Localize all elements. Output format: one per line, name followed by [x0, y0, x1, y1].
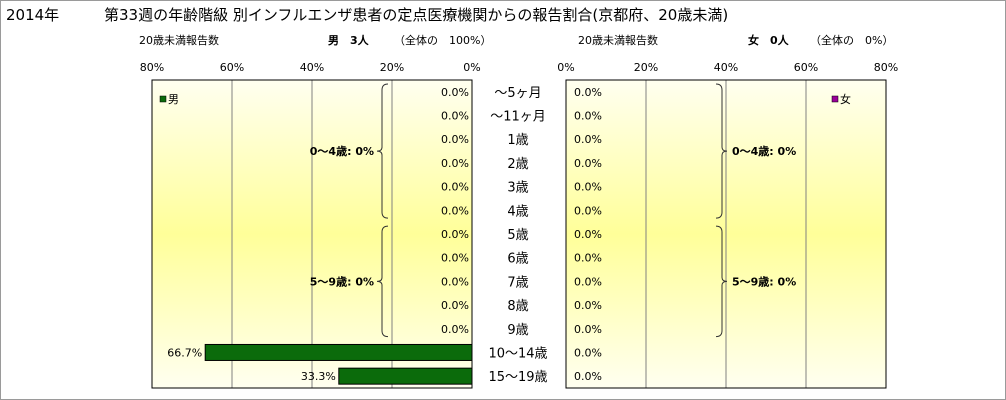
male-value-label: 0.0%: [441, 204, 469, 217]
male-tick-label: 40%: [300, 61, 324, 74]
female-value-label: 0.0%: [574, 157, 602, 170]
female-value-label: 0.0%: [574, 228, 602, 241]
male-value-label: 0.0%: [441, 110, 469, 123]
age-category-label: 4歳: [507, 204, 528, 219]
age-category-label: 1歳: [507, 133, 528, 148]
female-bracket-label: 0〜4歳: 0%: [732, 144, 796, 158]
female-plot-border: [565, 79, 887, 389]
male-value-label: 0.0%: [441, 252, 469, 265]
male-tick-label: 0%: [463, 61, 480, 74]
left-header-summary: 男 3人: [328, 33, 370, 47]
female-tick-label: 20%: [634, 61, 658, 74]
right-header-summary: 女 0人: [748, 33, 790, 47]
male-plot-border: [151, 79, 473, 389]
male-bar: [204, 343, 473, 361]
left-header-caption: 20歳未満報告数: [139, 34, 219, 47]
female-value-label: 0.0%: [574, 323, 602, 336]
male-value-label: 0.0%: [441, 275, 469, 288]
female-value-label: 0.0%: [574, 133, 602, 146]
female-value-label: 0.0%: [574, 181, 602, 194]
female-value-label: 0.0%: [574, 346, 602, 359]
age-category-label: 6歳: [507, 252, 528, 267]
male-tick-label: 80%: [140, 61, 164, 74]
male-legend-label: 男: [168, 93, 179, 106]
female-tick-label: 60%: [794, 61, 818, 74]
age-category-label: 9歳: [507, 323, 528, 338]
age-category-label: 2歳: [507, 157, 528, 172]
age-category-label: 5歳: [507, 228, 528, 243]
female-value-label: 0.0%: [574, 275, 602, 288]
age-category-label: 8歳: [507, 299, 528, 314]
age-category-label: 3歳: [507, 181, 528, 196]
female-tick-label: 40%: [714, 61, 738, 74]
female-value-label: 0.0%: [574, 204, 602, 217]
male-value-label: 0.0%: [441, 157, 469, 170]
year-title: 2014年: [6, 6, 59, 24]
age-category-labels: 〜5ヶ月〜11ヶ月 1歳 2歳 3歳 4歳 5歳 6歳 7歳 8歳 9歳 10〜14歳 15〜19歳: [488, 86, 547, 385]
female-value-label: 0.0%: [574, 110, 602, 123]
male-value-label: 0.0%: [441, 181, 469, 194]
female-tick-label: 80%: [874, 61, 898, 74]
male-value-label: 0.0%: [441, 228, 469, 241]
male-age-bracket: [376, 83, 389, 219]
female-tick-label: 0%: [557, 61, 574, 74]
male-panel: 80% 60% 40% 20% 0% 0.0% 0.0% 0.0% 0.0% 0.0% 0.0% 0.…: [140, 61, 481, 389]
right-header-caption: 20歳未満報告数: [578, 34, 658, 47]
chart-title: 第33週の年齢階級 別インフルエンザ患者の定点医療機関からの報告割合(京都府、2…: [104, 6, 728, 24]
age-category-label: 7歳: [507, 275, 528, 290]
female-age-bracket: [715, 83, 728, 219]
female-panel: 0% 20% 40% 60% 80% 0.0% 0.0% 0.0% 0.0% 0.0% 0.0% 0.…: [557, 61, 898, 389]
age-category-label: 〜5ヶ月: [494, 86, 541, 101]
left-header-note: （全体の 100%）: [394, 33, 491, 47]
female-value-label: 0.0%: [574, 252, 602, 265]
male-value-label: 0.0%: [441, 299, 469, 312]
male-bar: [338, 367, 473, 385]
male-tick-label: 60%: [220, 61, 244, 74]
female-value-label: 0.0%: [574, 299, 602, 312]
right-header-note: （全体の 0%）: [810, 33, 893, 47]
age-category-label: 10〜14歳: [488, 346, 547, 361]
male-value-label: 33.3%: [301, 370, 336, 383]
female-value-label: 0.0%: [574, 86, 602, 99]
female-bracket-label: 5〜9歳: 0%: [732, 274, 796, 288]
age-category-label: 15〜19歳: [488, 370, 547, 385]
male-bracket-label: 0〜4歳: 0%: [310, 144, 374, 158]
female-legend-label: 女: [840, 92, 851, 106]
male-value-label: 66.7%: [167, 346, 202, 359]
male-age-bracket: [376, 225, 389, 338]
male-bracket-label: 5〜9歳: 0%: [310, 274, 374, 288]
male-value-label: 0.0%: [441, 323, 469, 336]
male-legend-swatch: [159, 95, 167, 103]
male-value-label: 0.0%: [441, 133, 469, 146]
female-age-bracket: [715, 225, 728, 338]
age-category-label: 〜11ヶ月: [490, 110, 546, 125]
male-value-label: 0.0%: [441, 86, 469, 99]
female-legend-swatch: [831, 95, 839, 103]
male-tick-label: 20%: [380, 61, 404, 74]
female-value-label: 0.0%: [574, 370, 602, 383]
